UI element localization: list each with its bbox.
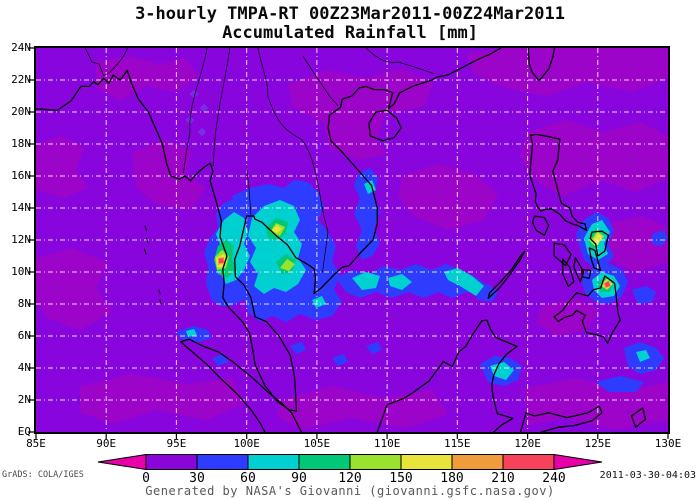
- lat-label-10n: 10N: [11, 265, 31, 278]
- colorbar-tick-30: 30: [189, 471, 205, 486]
- colorbar: [97, 453, 603, 471]
- lon-label-95e: 95E: [166, 437, 187, 450]
- lon-label-110e: 110E: [373, 437, 401, 450]
- colorbar-seg-90-120: [298, 454, 351, 470]
- grads-credit: GrADS: COLA/IGES: [2, 470, 84, 480]
- lon-label-85e: 85E: [26, 437, 46, 450]
- colorbar-tick-120: 120: [338, 471, 362, 486]
- generation-timestamp: 2011-03-30-04:03: [599, 470, 696, 481]
- colorbar-left-arrow: [97, 453, 147, 471]
- colorbar-tick-90: 90: [291, 471, 307, 486]
- lat-label-18n: 18N: [11, 137, 31, 150]
- lon-label-120e: 120E: [514, 437, 541, 450]
- lat-label-16n: 16N: [11, 169, 31, 182]
- lat-label-4n: 4N: [17, 361, 31, 374]
- lon-label-115e: 115E: [444, 437, 471, 450]
- lat-label-6n: 6N: [17, 329, 31, 342]
- colorbar-tick-210: 210: [491, 471, 515, 486]
- plot-title-line2: Accumulated Rainfall [mm]: [222, 23, 478, 43]
- rainfall-map: [34, 46, 670, 434]
- lon-label-125e: 125E: [584, 437, 612, 450]
- colorbar-seg-60-90: [247, 454, 300, 470]
- plot-title-line1: 3-hourly TMPA-RT 00Z23Mar2011-00Z24Mar20…: [135, 4, 565, 24]
- lat-label-14n: 14N: [11, 201, 31, 214]
- lon-label-130e: 130E: [654, 437, 682, 450]
- lat-label-20n: 20N: [11, 105, 31, 118]
- lon-label-105e: 105E: [303, 437, 331, 450]
- colorbar-tick-60: 60: [240, 471, 256, 486]
- colorbar-tick-240: 240: [542, 471, 566, 486]
- colorbar-seg-0-30: [145, 454, 198, 470]
- colorbar-seg-180-210: [451, 454, 504, 470]
- colorbar-tick-150: 150: [389, 471, 413, 486]
- giovanni-footer: Generated by NASA's Giovanni (giovanni.g…: [145, 484, 555, 498]
- colorbar-seg-120-150: [349, 454, 402, 470]
- colorbar-seg-150-180: [400, 454, 453, 470]
- colorbar-seg-30-60: [196, 454, 249, 470]
- colorbar-right-arrow: [553, 453, 603, 471]
- lat-label-2n: 2N: [17, 393, 31, 406]
- lon-label-100e: 100E: [233, 437, 260, 450]
- lat-label-8n: 8N: [17, 297, 31, 310]
- lon-label-90e: 90E: [96, 437, 117, 450]
- lat-label-22n: 22N: [11, 73, 31, 86]
- lat-label-eq: EQ: [17, 425, 31, 438]
- colorbar-tick-0: 0: [142, 471, 150, 486]
- lat-label-12n: 12N: [11, 233, 31, 246]
- colorbar-tick-180: 180: [440, 471, 464, 486]
- lat-label-24n: 24N: [11, 41, 31, 54]
- colorbar-seg-210-240: [502, 454, 555, 470]
